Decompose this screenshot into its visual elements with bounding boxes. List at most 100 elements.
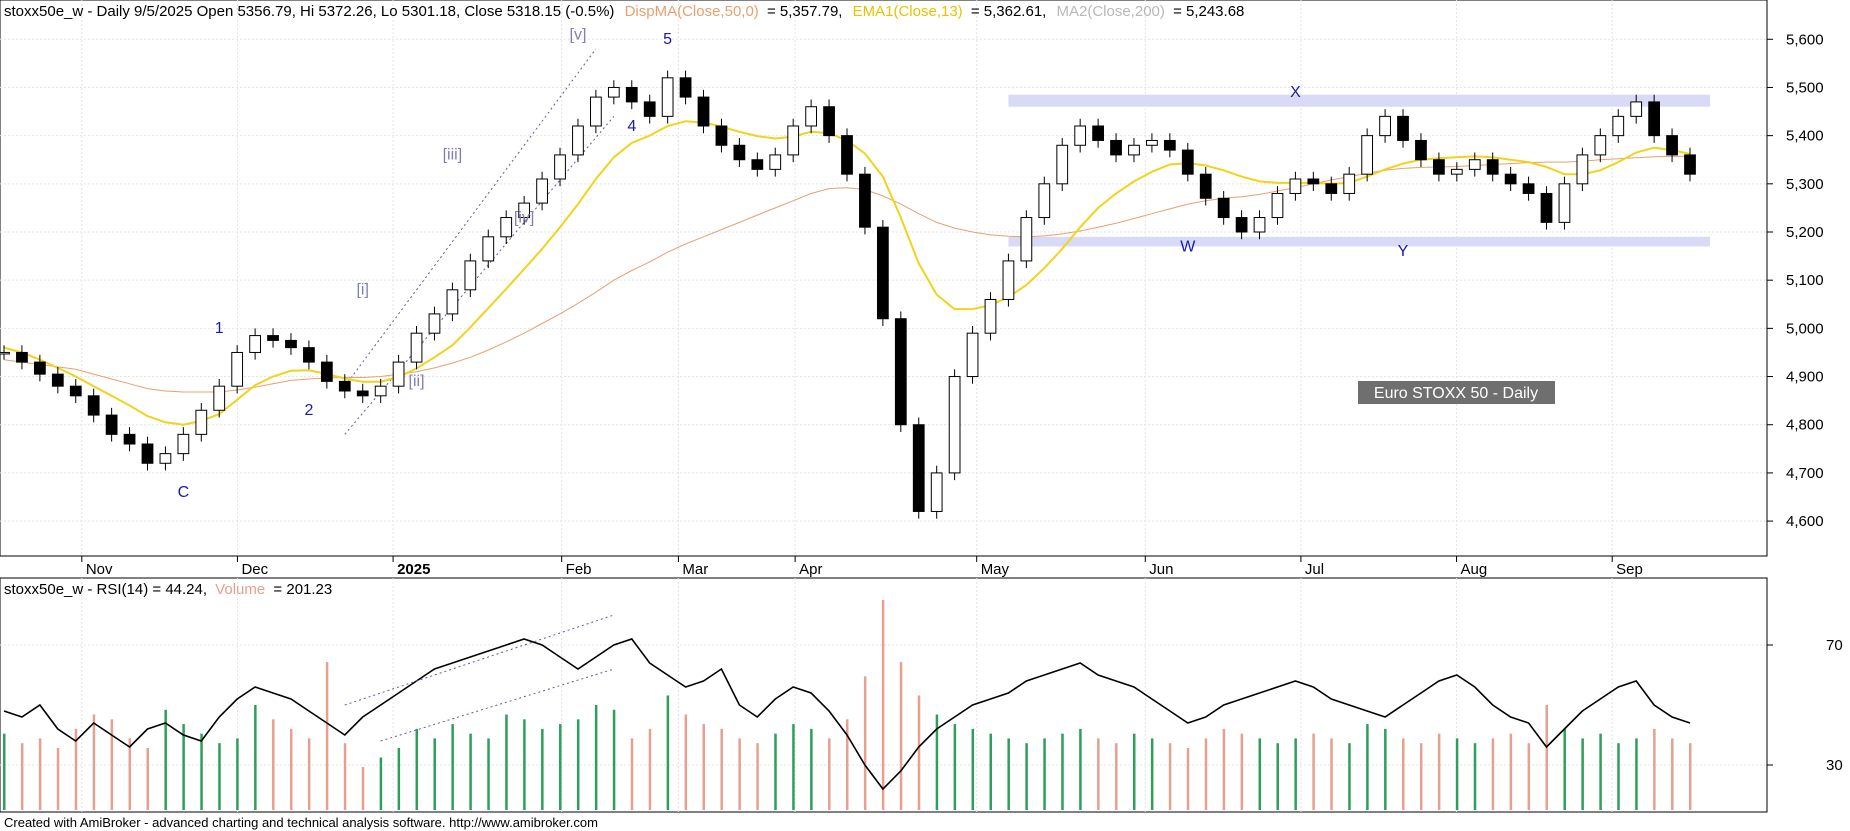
date-tick-label: Apr (799, 561, 822, 578)
candle-body (464, 260, 477, 291)
volume-bar (1186, 747, 1190, 810)
volume-bar (146, 747, 149, 810)
candle-body (643, 101, 656, 117)
volume-bar (254, 705, 257, 810)
volume-bar (1168, 743, 1172, 810)
candle-body (554, 154, 566, 180)
rsi-channel (344, 614, 614, 742)
volume-bar (3, 733, 6, 810)
wave-label: [ii] (409, 373, 425, 390)
candle-body (876, 226, 889, 320)
volume-bar (720, 728, 723, 810)
candle-body (482, 236, 495, 262)
volume-bar (1527, 743, 1531, 810)
volume-bar (1330, 738, 1333, 810)
candle-body (159, 453, 172, 464)
date-tick-label: Aug (1461, 561, 1488, 578)
candle-body (1666, 135, 1678, 156)
volume-bar (236, 738, 239, 810)
candle-body (51, 373, 64, 387)
candle-body (1594, 135, 1607, 156)
volume-bar (1402, 738, 1405, 810)
volume-bar (487, 738, 490, 810)
candle-body (87, 395, 100, 416)
candle-body (984, 298, 997, 334)
footer-credit: Created with AmiBroker - advanced charti… (4, 815, 598, 830)
candle-body (1325, 183, 1338, 194)
candle-body (787, 125, 800, 156)
wave-labels: 1 2 C [i] [ii] [iii] [iv] [v] 5 4 X W Y (178, 26, 1409, 501)
candle-body (33, 361, 46, 375)
price-grid (0, 0, 1767, 556)
date-tick-label: 2025 (397, 561, 430, 578)
candle-body (1092, 125, 1104, 141)
volume-bar (594, 705, 598, 810)
price-tick-label: 5,100 (1786, 272, 1824, 289)
ma50-line (3, 155, 1690, 393)
candle-body (1163, 139, 1176, 151)
volume-bar (828, 738, 831, 810)
volume-bar (272, 719, 275, 810)
candle-body (105, 414, 118, 435)
candle-body (446, 289, 459, 315)
candle-body (1648, 101, 1661, 137)
date-tick-label: Nov (86, 561, 113, 578)
wave-label: 4 (627, 118, 636, 135)
ma50-value: = 5,357.79, (767, 3, 842, 20)
volume-bar (361, 767, 365, 810)
candle-body (303, 347, 315, 363)
volume-bar (164, 709, 167, 810)
candle-body (769, 154, 782, 170)
symbol-info: stoxx50e_w - Daily 9/5/2025 Open 5356.79… (4, 3, 614, 20)
candle-body (267, 335, 279, 341)
candle-body (356, 390, 369, 397)
candle-body (1612, 115, 1625, 137)
rsi-info: stoxx50e_w - RSI(14) = 44.24, (4, 581, 207, 598)
candle-body (841, 135, 853, 175)
volume-bar (846, 719, 849, 810)
date-tick-label: Dec (241, 561, 268, 578)
volume-bar (666, 695, 670, 810)
volume-label: Volume (215, 581, 265, 598)
candle-body (1307, 178, 1320, 185)
candle-body (16, 351, 28, 363)
volume-bar (684, 714, 688, 810)
candle-body (1056, 144, 1069, 185)
candle-body (625, 86, 638, 103)
price-tick-label: 5,500 (1786, 79, 1824, 96)
candle-body (69, 385, 82, 397)
date-tick-label: Jun (1149, 561, 1173, 578)
volume-bar (38, 738, 42, 810)
candle-body (500, 217, 513, 238)
ma200-label: MA2(Close,200) (1057, 3, 1165, 20)
volume-bar (56, 747, 60, 810)
channel-upper-line (344, 48, 597, 387)
candle-body (1379, 115, 1391, 137)
volume-bar (1348, 743, 1351, 810)
candle-body (428, 313, 441, 334)
rsi-line (3, 638, 1691, 791)
volume-bar (792, 724, 795, 810)
range-band (1008, 236, 1710, 247)
volume-bar (1312, 733, 1315, 810)
volume-bar (559, 724, 562, 810)
volume-bar (1240, 733, 1244, 810)
price-tick-label: 5,200 (1786, 224, 1824, 241)
candle-body (1486, 159, 1499, 175)
volume-bar (989, 733, 992, 810)
date-tick-label: May (981, 561, 1010, 578)
volume-bar (630, 738, 634, 810)
volume-bar (1204, 738, 1208, 810)
candle-body (1181, 149, 1194, 175)
wave-label: Y (1398, 243, 1409, 260)
date-tick-label: Mar (682, 561, 708, 578)
ema-label: EMA1(Close,13) (853, 3, 963, 20)
volume-bar (343, 743, 347, 810)
date-tick-label: Sep (1616, 561, 1643, 578)
volume-bar (1276, 743, 1279, 810)
candle-body (1415, 139, 1427, 161)
candle-body (697, 96, 710, 127)
volume-bar (307, 738, 311, 810)
volume-bar (128, 738, 132, 810)
